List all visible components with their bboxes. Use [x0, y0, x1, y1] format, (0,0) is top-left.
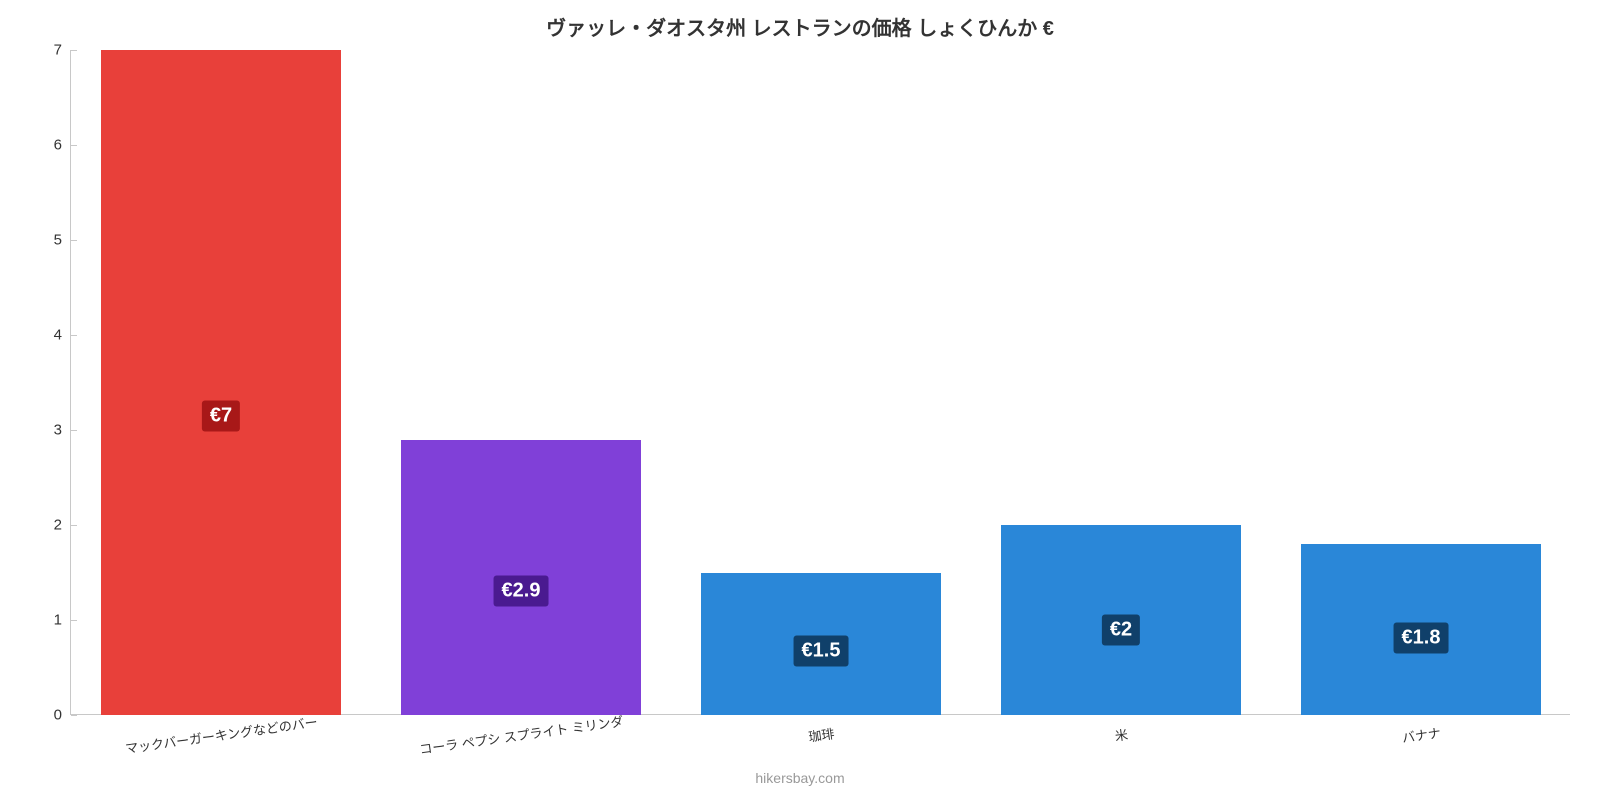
y-tick-label: 1 — [54, 612, 62, 629]
y-tick — [71, 145, 77, 146]
bar — [101, 50, 341, 715]
y-tick — [71, 50, 77, 51]
y-tick-label: 6 — [54, 137, 62, 154]
y-tick-label: 4 — [54, 327, 62, 344]
y-tick-label: 5 — [54, 232, 62, 249]
y-tick — [71, 240, 77, 241]
y-tick — [71, 430, 77, 431]
bar-value-label: €7 — [202, 400, 240, 431]
price-chart: ヴァッレ・ダオスタ州 レストランの価格 しょくひんか € €7€2.9€1.5€… — [0, 0, 1600, 800]
y-tick — [71, 335, 77, 336]
bar-value-label: €2.9 — [494, 576, 549, 607]
y-tick-label: 3 — [54, 422, 62, 439]
y-tick-label: 0 — [54, 707, 62, 724]
y-tick — [71, 715, 77, 716]
attribution-text: hikersbay.com — [0, 770, 1600, 786]
chart-title: ヴァッレ・ダオスタ州 レストランの価格 しょくひんか € — [0, 12, 1600, 41]
bar-value-label: €2 — [1102, 614, 1140, 645]
y-tick — [71, 620, 77, 621]
y-tick-label: 2 — [54, 517, 62, 534]
y-tick-label: 7 — [54, 42, 62, 59]
plot-area: €7 €2.9 €1.5 €2 €1.8 — [70, 50, 1570, 715]
bar-value-label: €1.5 — [794, 635, 849, 666]
y-tick — [71, 525, 77, 526]
bar-value-label: €1.8 — [1394, 623, 1449, 654]
